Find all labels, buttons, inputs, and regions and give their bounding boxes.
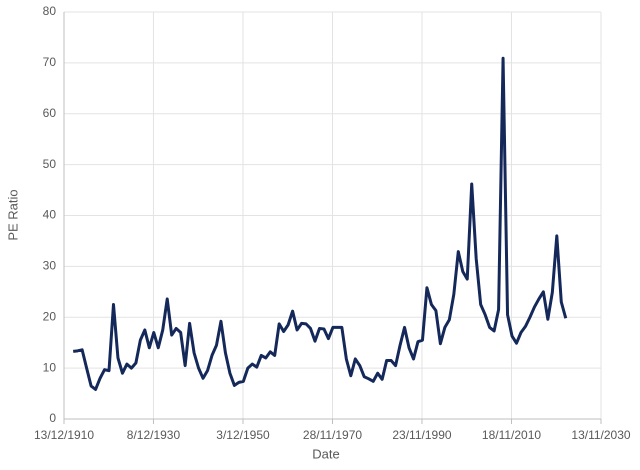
y-tick-label: 60 [43,106,57,120]
y-tick-label: 40 [43,208,57,222]
line [73,56,568,391]
x-tick-label: 3/12/1950 [216,428,270,442]
x-axis-title: Date [312,446,339,461]
y-tick-label: 80 [43,4,57,18]
y-tick-label: 50 [43,157,57,171]
y-axis-title: PE Ratio [5,189,20,240]
x-tick-label: 13/12/1910 [34,428,94,442]
x-tick-label: 23/11/1990 [392,428,451,442]
x-tick-label: 13/11/2030 [571,428,630,442]
y-tick-label: 0 [49,411,56,425]
y-tick-label: 20 [43,309,57,323]
x-tick-label: 8/12/1930 [127,428,181,442]
x-tick-label: 28/11/1970 [303,428,362,442]
x-tick-label: 18/11/2010 [482,428,541,442]
y-tick-label: 10 [43,360,57,374]
y-tick-label: 70 [43,55,57,69]
y-tick-label: 30 [43,259,57,273]
